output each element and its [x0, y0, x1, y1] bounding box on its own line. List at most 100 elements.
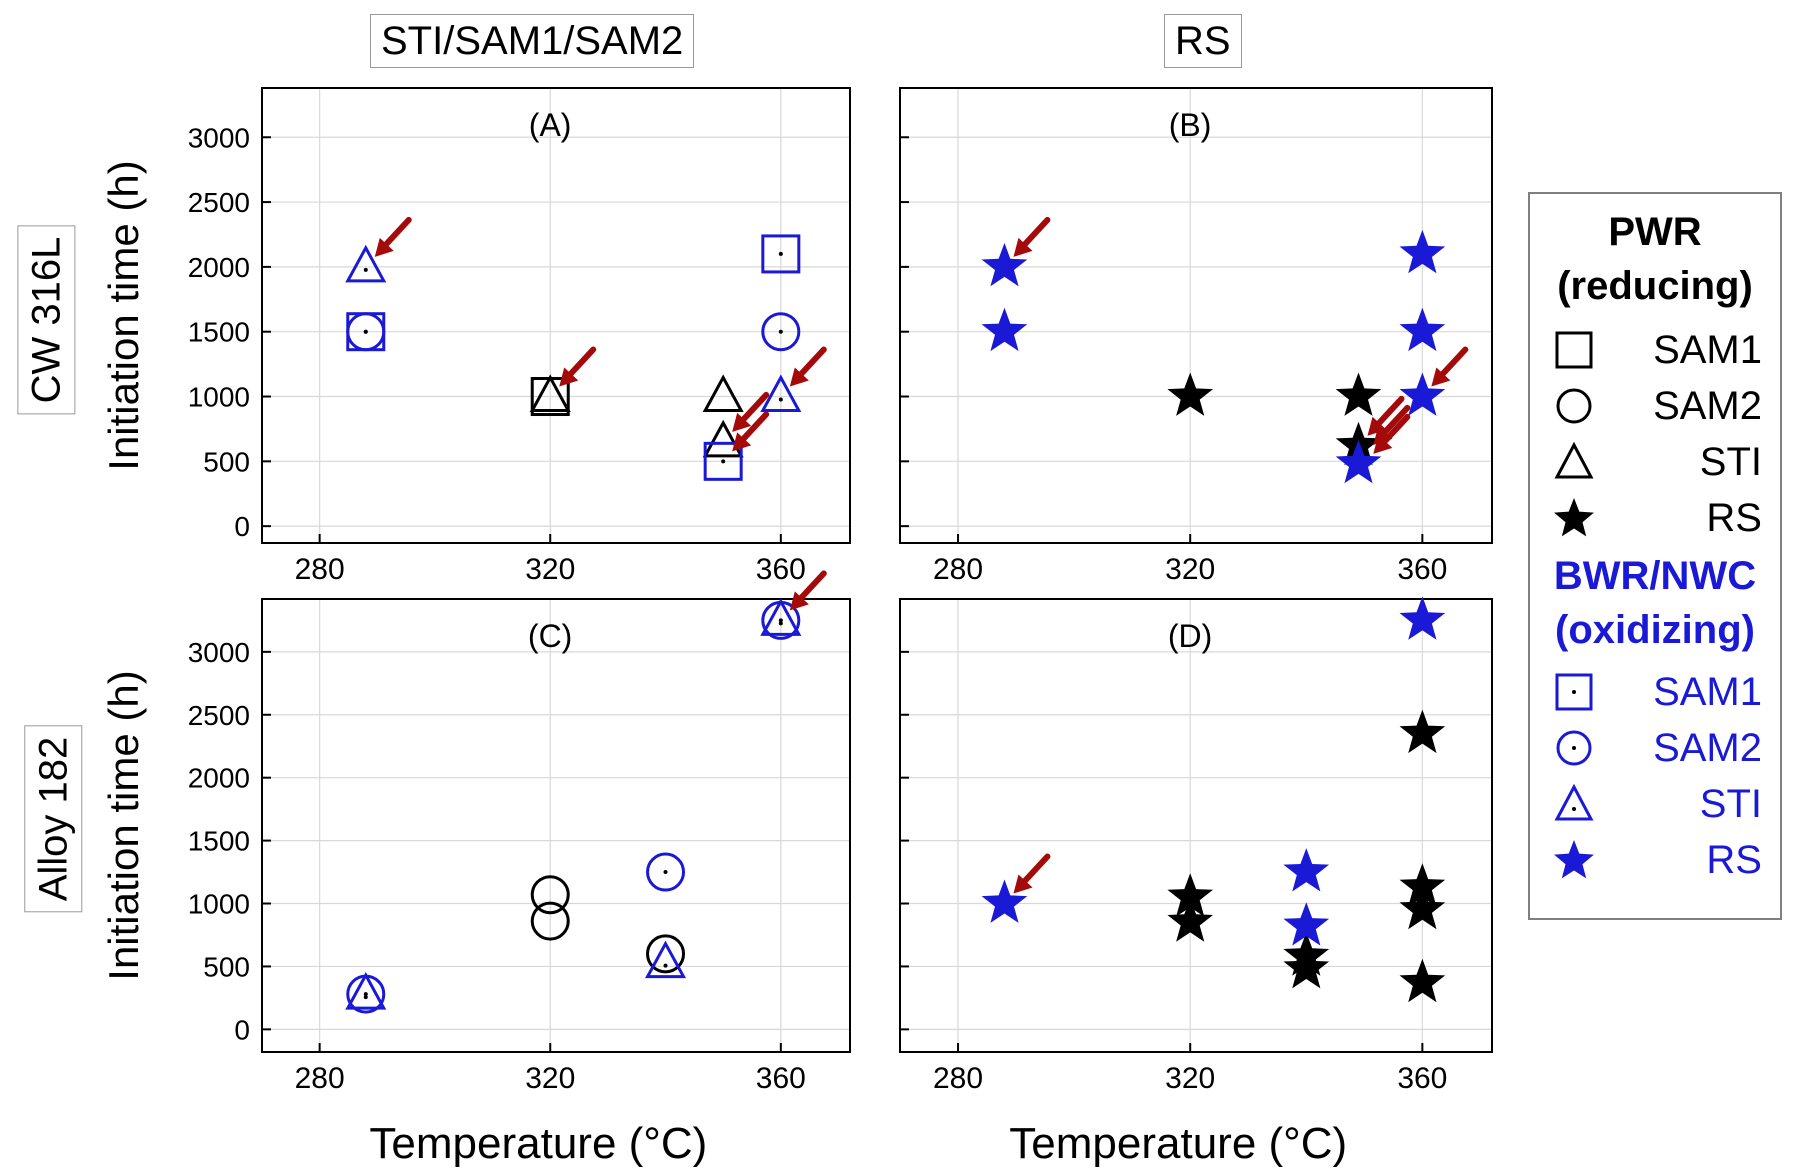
circle-marker [761, 312, 801, 352]
square-marker [761, 234, 801, 274]
legend-label: RS [1706, 838, 1762, 882]
legend-label: STI [1699, 782, 1762, 826]
star-marker [981, 307, 1028, 352]
square-marker [703, 441, 743, 481]
triangle-marker [760, 598, 802, 636]
triangle-marker [529, 374, 571, 413]
x-tick-label: 360 [756, 1062, 806, 1095]
x-tick-label: 320 [1165, 553, 1215, 586]
triangle-marker [345, 971, 387, 1010]
column-title-sti-sam: STI/SAM1/SAM2 [370, 14, 695, 68]
y-tick-label: 1500 [188, 317, 250, 348]
arrow-shaft [1437, 346, 1469, 380]
y-tick-label: 2000 [188, 763, 250, 794]
arrow-head [1013, 874, 1033, 894]
circle-marker [530, 901, 570, 941]
square-dot-icon [1555, 673, 1593, 711]
legend-item-bwr-sam1: SAM1 [1530, 664, 1780, 720]
star-marker [1399, 885, 1446, 930]
arrow-head [1373, 434, 1393, 454]
arrow-shaft [795, 570, 827, 604]
legend-item-pwr-rs: RS [1530, 490, 1780, 546]
circle-marker [646, 934, 686, 974]
legend-item-bwr-rs: RS [1530, 832, 1780, 888]
panel-label: (B) [1169, 107, 1212, 143]
star-icon [1554, 498, 1594, 537]
legend-label: STI [1699, 440, 1762, 484]
x-tick-label: 320 [1165, 1062, 1215, 1095]
x-tick-label: 280 [295, 553, 345, 586]
circle-marker [346, 312, 386, 352]
plot-frame [899, 87, 1493, 544]
y-tick-label: 3000 [188, 122, 250, 153]
center-dot [778, 251, 783, 256]
legend-label: SAM2 [1653, 384, 1762, 428]
arrow-shaft [795, 346, 827, 380]
legend-bwr-subheading: (oxidizing) [1555, 608, 1755, 652]
star-marker [1167, 898, 1213, 942]
triangle-icon [1554, 441, 1594, 479]
arrow-shaft [1379, 413, 1411, 447]
x-tick-label: 320 [525, 553, 575, 586]
star-marker [1399, 229, 1446, 274]
center-dot [363, 329, 368, 334]
y-tick-label: 1000 [188, 889, 250, 920]
row-title-alloy182: Alloy 182 [24, 725, 83, 913]
star-marker [1399, 596, 1446, 640]
plot-frame [899, 598, 1493, 1053]
star-marker [1167, 372, 1213, 416]
y-tick-label: 2000 [188, 252, 250, 283]
x-axis-label: Temperature (°C) [369, 1119, 707, 1168]
star-marker [1283, 902, 1330, 946]
arrow-head [559, 367, 579, 387]
x-tick-label: 280 [295, 1062, 345, 1095]
y-tick-label: 1000 [188, 382, 250, 413]
star-icon [1554, 840, 1594, 879]
star-marker [1399, 307, 1446, 352]
y-tick-label: 3000 [188, 637, 250, 668]
center-dot [778, 397, 783, 402]
legend: PWR (reducing) SAM1 SAM2 STI RS BWR/NWC … [1528, 192, 1782, 920]
legend-label: RS [1706, 496, 1762, 540]
y-axis-label: Initiation time (h) [100, 160, 147, 470]
legend-label: SAM2 [1653, 726, 1762, 770]
x-tick-label: 360 [756, 553, 806, 586]
panel-d: 280 320 360 (D) Temperature (°C) [899, 596, 1493, 1168]
legend-item-pwr-sti: STI [1530, 434, 1780, 490]
circle-marker [646, 852, 686, 892]
center-dot [363, 267, 368, 272]
x-tick-label: 280 [933, 553, 983, 586]
arrow-head [789, 591, 809, 611]
panel-b: 280 320 360 (B) [899, 87, 1493, 586]
panel-label: (A) [529, 107, 572, 143]
x-tick-label: 360 [1397, 553, 1447, 586]
star-marker [1167, 873, 1213, 917]
y-axis-label: Initiation time (h) [100, 670, 147, 980]
panel-label: (D) [1168, 618, 1212, 654]
center-dot [778, 329, 783, 334]
legend-bwr-heading: BWR/NWC [1553, 554, 1757, 598]
legend-item-pwr-sam2: SAM2 [1530, 378, 1780, 434]
column-title-rs: RS [1164, 14, 1242, 68]
center-dot [363, 995, 368, 1000]
y-tick-label: 2500 [188, 187, 250, 218]
center-dot [721, 459, 726, 464]
triangle-marker [760, 374, 802, 413]
panel-c: 280 320 360 0 500 1000 1500 2000 2500 3000 (C) Init… [100, 570, 851, 1168]
circle-icon [1556, 388, 1592, 424]
star-marker [1283, 848, 1330, 892]
circle-marker [530, 875, 570, 915]
legend-label: SAM1 [1653, 670, 1762, 714]
x-tick-label: 360 [1397, 1062, 1447, 1095]
triangle-marker [702, 374, 744, 413]
arrow-head [1431, 367, 1451, 387]
triangle-dot-icon [1554, 783, 1594, 821]
arrow-head [732, 412, 752, 432]
y-tick-label: 2500 [188, 700, 250, 731]
center-dot [663, 963, 668, 968]
y-tick-label: 1500 [188, 826, 250, 857]
star-marker [981, 242, 1028, 287]
arrow-shaft [738, 411, 770, 445]
plot-frame [261, 87, 851, 544]
row-title-cw316l: CW 316L [17, 225, 76, 415]
